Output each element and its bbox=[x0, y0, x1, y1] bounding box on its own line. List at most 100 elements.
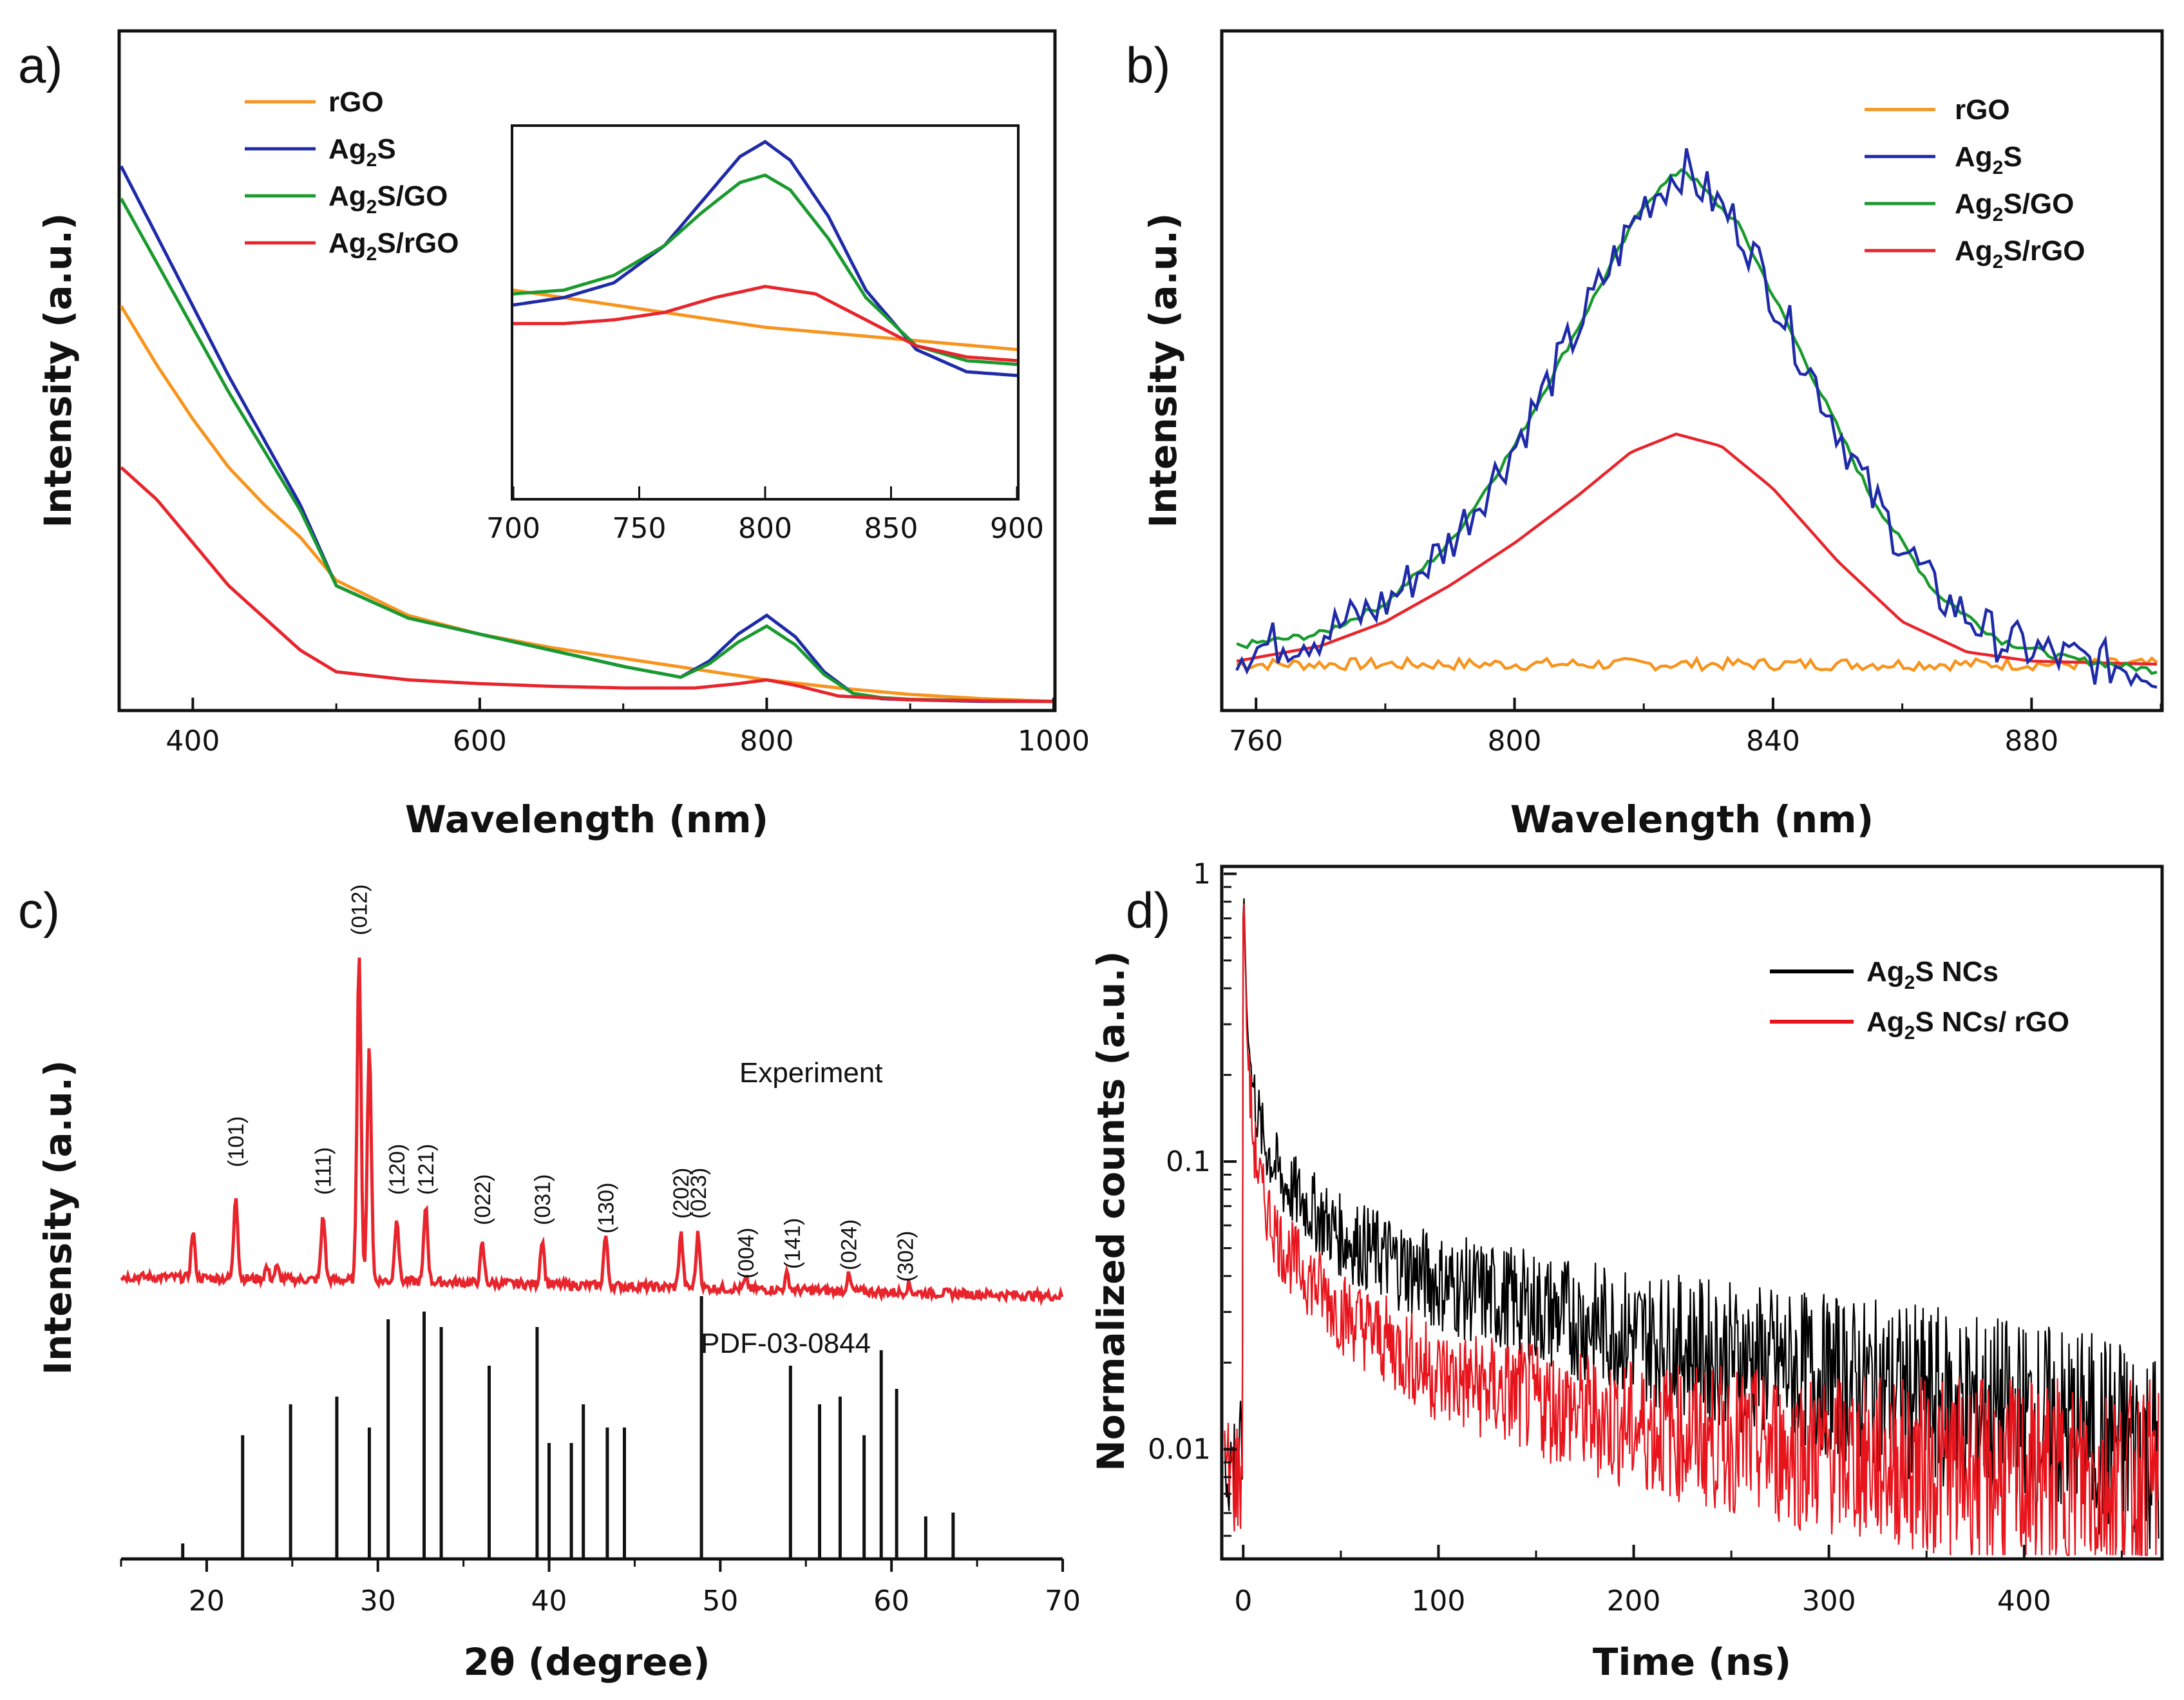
hkl-label-c: (101) bbox=[224, 1116, 249, 1167]
panel-label-c: c) bbox=[18, 882, 60, 939]
annotation-pdf-card: PDF-03-0844 bbox=[701, 1328, 871, 1359]
hkl-label-c: (012) bbox=[348, 884, 372, 935]
legend-label-d-ag2s-ncs-rgo: Ag2S NCs/ rGO bbox=[1866, 1006, 2069, 1044]
series-group-b bbox=[1235, 148, 2158, 689]
inset-x-tick-label-a: 850 bbox=[864, 512, 918, 545]
inset-x-tick-label-a: 700 bbox=[486, 512, 540, 545]
series-group-a bbox=[119, 165, 1054, 703]
x-axis-title-b: Wavelength (nm) bbox=[1510, 797, 1874, 841]
inset-x-tick-label-a: 750 bbox=[612, 512, 667, 545]
inset-ticks-a: 700 750 800 850 900 bbox=[486, 486, 1044, 545]
inset-series-group-a bbox=[513, 140, 1018, 377]
ticks-a: 400 600 800 1000 bbox=[166, 698, 1090, 758]
inset-frame-a bbox=[511, 124, 1020, 501]
reference-sticks-c bbox=[181, 1296, 955, 1559]
series-line-c-experiment bbox=[120, 957, 1064, 1307]
x-tick-label-b: 840 bbox=[1746, 725, 1800, 758]
x-tick-label-c: 20 bbox=[189, 1585, 225, 1618]
hkl-label-c: (202) bbox=[669, 1168, 694, 1219]
ticks-d: 0 100 200 300 400 0.01 0.1 1 bbox=[1148, 857, 2123, 1618]
hkl-label-c: (111) bbox=[312, 1147, 336, 1195]
x-tick-label-a: 600 bbox=[453, 725, 507, 758]
panel-label-b: b) bbox=[1126, 37, 1170, 93]
hkl-label-c: (302) bbox=[893, 1231, 918, 1282]
hkl-label-c: (121) bbox=[414, 1144, 439, 1195]
y-tick-label-d: 0.1 bbox=[1166, 1145, 1211, 1178]
x-tick-label-b: 800 bbox=[1488, 725, 1542, 758]
plot-frame-a bbox=[117, 29, 1057, 712]
y-axis-title-d: Normalized counts (a.u.) bbox=[1089, 951, 1133, 1471]
x-axis-title-d: Time (ns) bbox=[1593, 1640, 1791, 1684]
ticks-b: 760 800 840 880 bbox=[1229, 698, 2162, 758]
inset-series-line-a-ag2s-rgo bbox=[513, 285, 1018, 363]
hkl-label-c: (023) bbox=[687, 1168, 711, 1219]
x-tick-label-d: 400 bbox=[1997, 1585, 2051, 1618]
panel-c: c) (101)(111)(012)(120) (121)(022) (031) (1… bbox=[18, 882, 1081, 1684]
x-tick-label-a: 400 bbox=[166, 725, 220, 758]
hkl-label-c: (022) bbox=[471, 1174, 495, 1225]
inset-x-tick-label-a: 900 bbox=[990, 512, 1044, 545]
x-axis-title-a: Wavelength (nm) bbox=[405, 797, 768, 841]
x-tick-label-b: 880 bbox=[2004, 725, 2058, 758]
x-tick-label-c: 30 bbox=[360, 1585, 396, 1618]
inset-series-line-a-ag2s bbox=[513, 140, 1018, 377]
x-tick-label-d: 300 bbox=[1802, 1585, 1856, 1618]
hkl-labels-c: (101) (111) (012) (120) (121) (022) (031) (130)… bbox=[224, 884, 918, 1282]
annotation-experiment: Experiment bbox=[739, 1057, 883, 1089]
legend-b: rGO Ag2S Ag2S/GO Ag2S/rGO bbox=[1865, 94, 2085, 272]
hkl-label-c: (130) bbox=[594, 1183, 618, 1234]
y-tick-label-d: 1 bbox=[1193, 857, 1211, 890]
legend-label-b-ag2s-go: Ag2S/GO bbox=[1955, 188, 2074, 225]
hkl-label-c: (120) bbox=[385, 1144, 410, 1195]
x-tick-label-c: 40 bbox=[531, 1585, 567, 1618]
y-axis-title-b: Intensity (a.u.) bbox=[1141, 213, 1185, 528]
series-line-d-ag2s-ncs-rgo bbox=[1224, 903, 2160, 1556]
plot-frame-d bbox=[1220, 864, 2164, 1561]
hkl-label-c: (141) bbox=[781, 1218, 805, 1269]
legend-label-b-ag2s-rgo: Ag2S/rGO bbox=[1955, 235, 2085, 272]
y-axis-title-a: Intensity (a.u.) bbox=[36, 213, 80, 528]
legend-label-a-rgo: rGO bbox=[328, 86, 384, 118]
ticks-c: 20 30 40 50 60 70 bbox=[120, 1559, 1081, 1618]
legend-label-d-ag2s-ncs: Ag2S NCs bbox=[1866, 956, 1999, 993]
series-line-d-ag2s-ncs bbox=[1224, 898, 2160, 1549]
legend-label-b-ag2s: Ag2S bbox=[1955, 141, 2022, 178]
panel-label-a: a) bbox=[18, 37, 62, 93]
series-line-a-rgo bbox=[119, 305, 1054, 703]
y-tick-label-d: 0.01 bbox=[1148, 1433, 1211, 1466]
x-tick-label-c: 60 bbox=[873, 1585, 909, 1618]
legend-label-a-ag2s-go: Ag2S/GO bbox=[328, 180, 448, 218]
inset-a bbox=[511, 124, 1020, 501]
inset-series-line-a-rgo bbox=[513, 288, 1018, 352]
series-line-b-rgo bbox=[1236, 655, 2158, 673]
x-tick-label-a: 800 bbox=[739, 725, 793, 758]
x-tick-label-d: 100 bbox=[1411, 1585, 1465, 1618]
legend-label-a-ag2s: Ag2S bbox=[328, 133, 396, 171]
series-line-b-ag2s bbox=[1235, 148, 2158, 689]
plot-frame-b bbox=[1220, 29, 2164, 712]
inset-x-tick-label-a: 800 bbox=[738, 512, 792, 545]
x-tick-label-a: 1000 bbox=[1018, 725, 1090, 758]
panel-b: b) 760 800 840 880 rGO Ag2S Ag2S/GO Ag2S/rGO W… bbox=[1126, 29, 2164, 841]
hkl-label-c: (004) bbox=[734, 1228, 759, 1279]
x-tick-label-c: 70 bbox=[1045, 1585, 1081, 1618]
hkl-label-c: (024) bbox=[837, 1219, 862, 1270]
series-group-c bbox=[120, 957, 1064, 1307]
legend-label-b-rgo: rGO bbox=[1955, 94, 2010, 126]
x-axis-title-c: 2θ (degree) bbox=[463, 1640, 710, 1684]
x-tick-label-c: 50 bbox=[702, 1585, 738, 1618]
x-tick-label-b: 760 bbox=[1229, 725, 1283, 758]
series-line-b-ag2s-rgo bbox=[1236, 432, 2158, 666]
legend-label-a-ag2s-rgo: Ag2S/rGO bbox=[328, 227, 459, 265]
series-group-d bbox=[1224, 898, 2160, 1556]
x-tick-label-d: 0 bbox=[1234, 1585, 1252, 1618]
hkl-label-c: (031) bbox=[531, 1174, 555, 1225]
panel-label-d: d) bbox=[1126, 882, 1170, 939]
legend-d: Ag2S NCs Ag2S NCs/ rGO bbox=[1770, 956, 2069, 1044]
series-line-a-ag2s-rgo bbox=[120, 466, 1054, 703]
legend-a: rGO Ag2S Ag2S/GO Ag2S/rGO bbox=[245, 86, 459, 265]
y-axis-title-c: Intensity (a.u.) bbox=[36, 1060, 80, 1375]
panel-a: a) rGO Ag2S Ag2S/GO Ag2S/rGO Wavelength (nm… bbox=[18, 29, 1090, 841]
